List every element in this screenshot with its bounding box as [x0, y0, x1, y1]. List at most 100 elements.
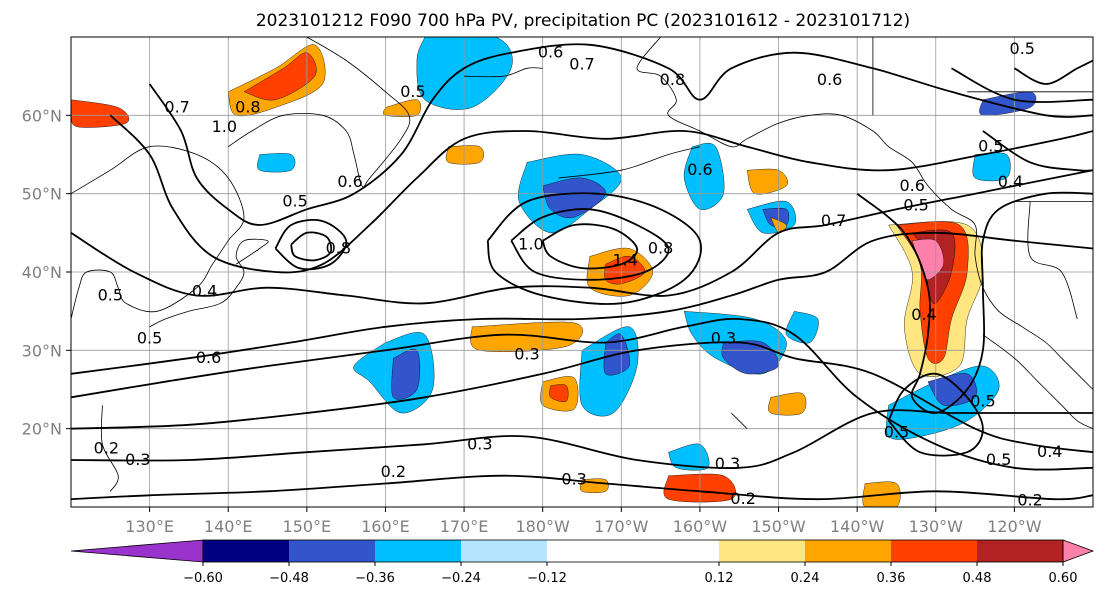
longitude-tick-labels: 130°E 140°E 150°E 160°E 170°E 180°W 170°W 160°W… [125, 507, 1042, 536]
coastline-path [731, 412, 748, 429]
pv-contour-line [541, 223, 638, 270]
colorbar-extend-min [70, 539, 204, 563]
coastline-path [464, 67, 543, 78]
contour-label: 0.5 [986, 450, 1011, 469]
contour-label: 1.4 [613, 250, 638, 269]
lat-tick-label: 20°N [22, 420, 62, 439]
coastline-path [71, 145, 245, 320]
colorbar-bin [891, 540, 977, 562]
contour-label: 0.5 [1010, 39, 1035, 58]
contour-label: 0.2 [381, 462, 406, 481]
lat-tick-label: 40°N [22, 263, 62, 282]
lon-tick-label: 140°W [830, 517, 885, 536]
lon-tick-label: 150°W [751, 517, 806, 536]
pv-contour-line [951, 67, 1093, 103]
lon-tick-label: 130°E [125, 517, 174, 536]
pv-contours [71, 43, 1093, 501]
lat-tick-label: 60°N [22, 106, 62, 125]
contour-label: 0.5 [903, 195, 928, 214]
contour-label: 0.6 [899, 176, 924, 195]
colorbar-bin [289, 540, 375, 562]
coastline-path [227, 37, 411, 188]
precip-shade-region [549, 384, 569, 403]
precip-shade-region [416, 37, 513, 110]
contour-label: 0.3 [514, 344, 539, 363]
contour-label: 0.4 [911, 305, 936, 324]
contour-label: 0.5 [137, 329, 162, 348]
pv-contour-line [274, 219, 348, 271]
contour-label: 0.6 [337, 172, 362, 191]
precip-shade-region [243, 52, 317, 101]
contour-label: 0.6 [538, 43, 563, 62]
precip-shade-region [445, 145, 484, 165]
contour-label: 0.2 [94, 438, 119, 457]
pv-contour-line [71, 341, 1093, 454]
contour-label: 0.5 [884, 423, 909, 442]
pv-contour-line [109, 114, 1093, 274]
precip-shade-region [391, 348, 421, 400]
contour-label: 0.4 [1037, 442, 1062, 461]
contour-label: 0.2 [730, 489, 755, 508]
colorbar-tick-label: 0.48 [963, 571, 992, 586]
contour-label: 0.4 [192, 282, 217, 301]
precip-shade-region [683, 143, 725, 211]
colorbar-bin [375, 540, 461, 562]
pv-contour-line [71, 169, 1093, 305]
precip-shade-region [746, 168, 788, 195]
colorbar-bin [461, 540, 547, 562]
precip-shade-region [257, 153, 296, 173]
pv-contour-line [148, 43, 1093, 226]
contour-label: 0.3 [125, 450, 150, 469]
pv-contour-line [71, 474, 1093, 501]
contour-label: 0.3 [561, 470, 586, 489]
pv-contour-line [887, 372, 984, 457]
precip-shade-region [721, 340, 780, 375]
contour-label: 0.8 [235, 98, 260, 117]
pv-contour-line [71, 409, 1093, 469]
colorbar-bin [719, 540, 805, 562]
colorbar-tick-label: 0.60 [1049, 571, 1078, 586]
precip-shade-region [542, 177, 606, 219]
lon-tick-label: 140°E [204, 517, 253, 536]
colorbar-bin [547, 540, 719, 562]
latitude-tick-labels: 60°N 50°N 40°N 30°N 20°N [22, 106, 71, 439]
colorbar-tick-label: −0.12 [527, 571, 567, 586]
lon-tick-label: 130°W [909, 517, 964, 536]
precip-shade-region [470, 321, 583, 352]
lon-tick-label: 150°E [283, 517, 332, 536]
colorbar-frame [202, 539, 1064, 563]
pv-contour-line [1013, 59, 1093, 85]
pv-contour-line [486, 192, 702, 305]
precip-shade-region [972, 152, 1011, 182]
lon-tick-label: 170°W [594, 517, 649, 536]
contour-label: 0.2 [1017, 491, 1042, 510]
colorbar-tick-label: 0.36 [877, 571, 906, 586]
colorbar-tick-label: −0.36 [355, 571, 395, 586]
pv-contour-labels: 0.71.00.80.50.60.80.5 0.40.50.60.50.60.70… [94, 39, 1063, 510]
coastline-path [100, 405, 119, 492]
contour-label: 0.8 [648, 239, 673, 258]
contour-label: 0.6 [817, 70, 842, 89]
lon-tick-label: 160°W [673, 517, 728, 536]
colorbar-tick-label: −0.24 [441, 571, 481, 586]
contour-label: 0.5 [970, 391, 995, 410]
colorbar-tick-label: 0.12 [705, 571, 734, 586]
coastline-path [636, 37, 1093, 390]
colorbar-bin [977, 540, 1063, 562]
contour-label: 0.4 [998, 172, 1023, 191]
contour-label: 0.5 [98, 286, 123, 305]
contour-label: 0.3 [467, 434, 492, 453]
contour-label: 0.3 [715, 454, 740, 473]
coastline-path [149, 238, 269, 328]
contour-label: 0.8 [660, 70, 685, 89]
contour-label: 1.0 [212, 117, 237, 136]
contour-label: 0.5 [400, 82, 425, 101]
contour-label: 0.5 [978, 137, 1003, 156]
contour-label: 0.7 [821, 211, 846, 230]
contour-label: 0.6 [687, 160, 712, 179]
coastlines [71, 37, 1093, 492]
contour-label: 0.7 [164, 98, 189, 117]
map-title: 2023101212 F090 700 hPa PV, precipitatio… [256, 11, 910, 31]
lat-tick-label: 30°N [22, 341, 62, 360]
